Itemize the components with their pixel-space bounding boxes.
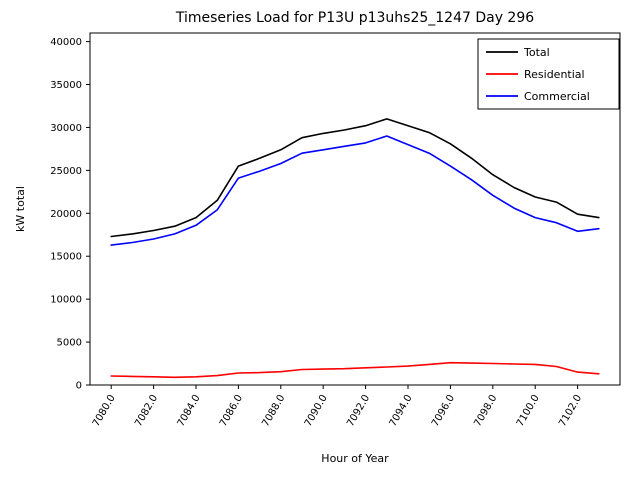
y-tick-label: 10000 bbox=[50, 295, 82, 306]
x-tick-label: 7086.0 bbox=[218, 393, 245, 429]
axes-frame bbox=[89, 32, 621, 386]
y-tick-label: 40000 bbox=[50, 37, 82, 48]
y-tick-label: 35000 bbox=[50, 80, 82, 91]
y-axis-label: kW total bbox=[14, 186, 27, 232]
x-tick-label: 7100.0 bbox=[515, 393, 542, 429]
y-tick-label: 15000 bbox=[50, 252, 82, 263]
legend-label-residential: Residential bbox=[524, 68, 585, 81]
y-tick-label: 25000 bbox=[50, 166, 82, 177]
x-tick-label: 7082.0 bbox=[133, 393, 160, 429]
series-line-commercial bbox=[110, 135, 600, 246]
x-tick-label: 7098.0 bbox=[472, 393, 499, 429]
series-line-total bbox=[110, 118, 600, 238]
legend-label-total: Total bbox=[523, 46, 550, 59]
x-axis-label: Hour of Year bbox=[321, 452, 389, 465]
y-tick-label: 30000 bbox=[50, 123, 82, 134]
x-tick-label: 7102.0 bbox=[557, 393, 584, 429]
chart-title: Timeseries Load for P13U p13uhs25_1247 D… bbox=[175, 10, 534, 26]
x-tick-label: 7080.0 bbox=[91, 393, 118, 429]
x-tick-label: 7090.0 bbox=[303, 393, 330, 429]
x-tick-label: 7084.0 bbox=[176, 393, 203, 429]
y-tick-label: 20000 bbox=[50, 209, 82, 220]
x-tick-label: 7092.0 bbox=[345, 393, 372, 429]
legend: Total Residential Commercial bbox=[477, 38, 620, 110]
legend-label-commercial: Commercial bbox=[524, 90, 590, 103]
x-tick-label: 7094.0 bbox=[388, 393, 415, 429]
x-tick-label: 7088.0 bbox=[260, 393, 287, 429]
y-tick-label: 5000 bbox=[57, 338, 82, 349]
series-line-residential bbox=[110, 361, 600, 379]
y-tick-label: 0 bbox=[76, 381, 82, 392]
x-tick-label: 7096.0 bbox=[430, 393, 457, 429]
